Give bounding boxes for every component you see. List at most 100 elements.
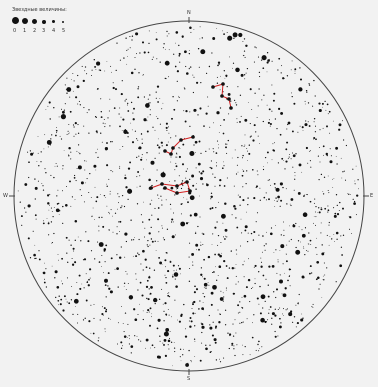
- field-star: [281, 293, 283, 295]
- field-star: [228, 113, 230, 115]
- field-star: [220, 213, 226, 219]
- constellation-star[interactable]: [160, 182, 164, 186]
- field-star: [294, 68, 297, 71]
- field-star: [178, 155, 181, 159]
- field-star: [249, 123, 251, 125]
- field-star: [66, 252, 68, 254]
- field-star: [253, 61, 255, 63]
- constellation-star[interactable]: [163, 149, 167, 153]
- field-star: [273, 142, 275, 144]
- mag-label-3: 3: [42, 28, 46, 34]
- field-star: [95, 69, 97, 70]
- field-star: [32, 230, 34, 232]
- field-star: [317, 276, 320, 280]
- constellation-star[interactable]: [149, 186, 153, 190]
- field-star: [320, 208, 323, 211]
- field-star: [143, 51, 146, 54]
- constellation-star[interactable]: [179, 138, 183, 142]
- field-star: [193, 338, 196, 340]
- field-star: [221, 167, 224, 170]
- field-star: [223, 185, 226, 187]
- field-star: [242, 55, 244, 57]
- field-star: [141, 294, 144, 297]
- field-star: [72, 264, 74, 266]
- field-star: [244, 134, 246, 136]
- field-star: [149, 275, 150, 277]
- field-star: [313, 118, 316, 120]
- field-star: [162, 303, 164, 305]
- constellation-star[interactable]: [171, 146, 175, 150]
- constellation-star[interactable]: [175, 191, 179, 195]
- field-star: [194, 109, 197, 112]
- constellation-star[interactable]: [188, 189, 192, 193]
- field-star: [295, 326, 297, 328]
- field-star: [245, 183, 247, 185]
- field-star: [275, 197, 277, 199]
- field-star: [249, 301, 251, 303]
- field-star: [188, 68, 190, 70]
- field-star: [208, 65, 211, 68]
- constellation-star[interactable]: [169, 152, 173, 156]
- field-star: [116, 226, 118, 228]
- field-star: [318, 288, 320, 290]
- constellation-star[interactable]: [211, 85, 215, 89]
- field-star: [209, 126, 211, 128]
- constellation-star[interactable]: [191, 135, 195, 139]
- field-star: [338, 123, 342, 127]
- constellation-star[interactable]: [229, 106, 233, 110]
- field-star: [203, 258, 205, 261]
- field-star: [134, 57, 136, 58]
- constellation-star[interactable]: [175, 184, 179, 188]
- field-star: [267, 121, 270, 124]
- field-star: [51, 265, 53, 267]
- constellation-star[interactable]: [163, 186, 167, 190]
- field-star: [277, 259, 279, 261]
- field-star: [97, 148, 98, 150]
- field-star: [188, 53, 190, 55]
- field-star: [161, 288, 163, 290]
- field-star: [124, 129, 126, 131]
- field-star: [109, 190, 111, 192]
- field-star: [153, 297, 158, 303]
- field-star: [68, 146, 71, 150]
- field-star: [86, 73, 88, 75]
- field-star: [114, 212, 117, 214]
- field-star: [246, 318, 248, 320]
- field-star: [284, 272, 285, 274]
- field-star: [183, 303, 185, 306]
- field-star: [261, 55, 267, 61]
- field-star: [210, 167, 213, 170]
- field-star: [265, 231, 267, 233]
- field-star: [274, 206, 276, 207]
- field-star: [74, 174, 76, 177]
- field-star: [124, 176, 127, 180]
- field-star: [108, 229, 109, 231]
- field-star: [93, 317, 95, 319]
- field-star: [299, 78, 303, 81]
- field-star: [215, 325, 218, 328]
- constellation-star[interactable]: [221, 82, 225, 86]
- field-star: [157, 101, 159, 103]
- field-star: [219, 297, 224, 301]
- field-star: [322, 275, 324, 277]
- field-star: [210, 160, 212, 162]
- field-star: [341, 254, 343, 256]
- field-star: [309, 160, 311, 162]
- field-star: [29, 257, 32, 259]
- field-star: [255, 185, 259, 188]
- field-star: [276, 200, 278, 202]
- constellation-star[interactable]: [220, 94, 224, 98]
- constellation-star[interactable]: [185, 180, 189, 184]
- field-star: [125, 186, 128, 189]
- field-star: [170, 156, 172, 158]
- field-star: [108, 178, 110, 180]
- field-star: [156, 144, 159, 147]
- legend-dots: [12, 17, 72, 25]
- field-star: [212, 148, 214, 150]
- constellation-star[interactable]: [227, 97, 231, 101]
- field-star: [95, 130, 98, 133]
- field-star: [131, 129, 133, 131]
- field-star: [244, 225, 248, 229]
- field-star: [262, 235, 264, 237]
